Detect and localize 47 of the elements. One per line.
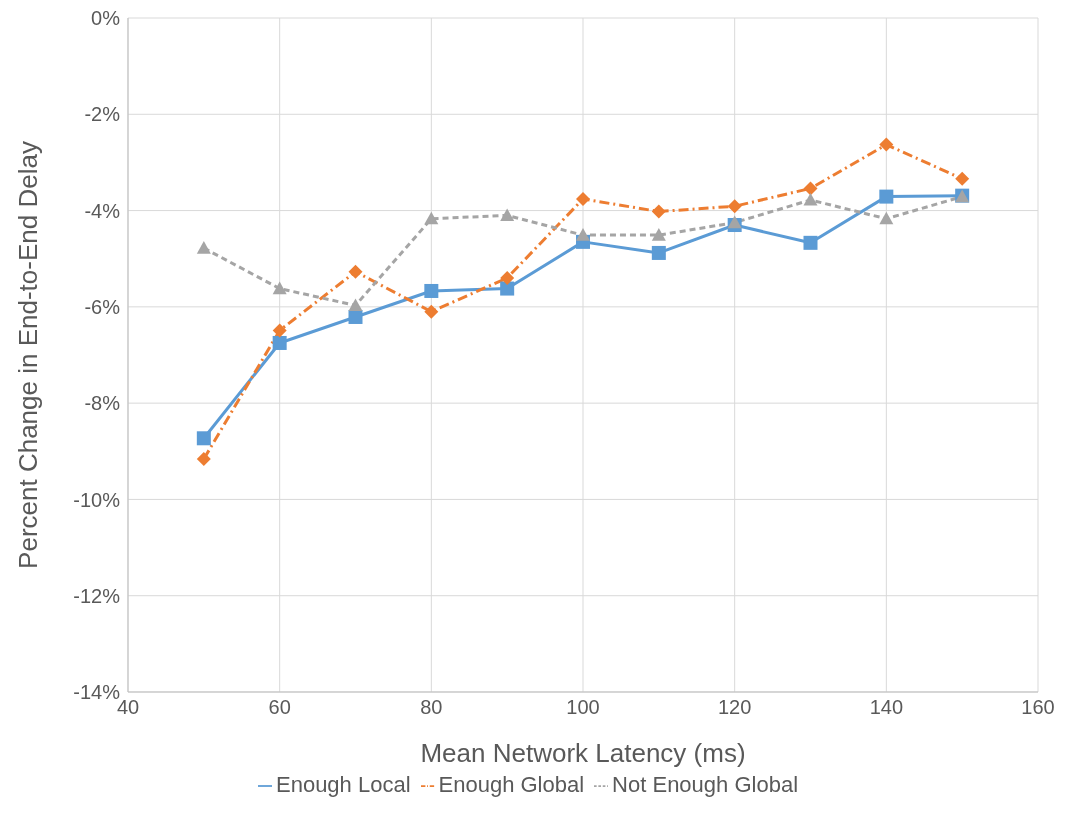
point [500, 281, 515, 296]
x-tick-label: 120 [717, 696, 752, 719]
point [196, 431, 211, 446]
point [651, 204, 666, 219]
y-tick-label: -2% [84, 103, 121, 126]
point [879, 137, 894, 152]
point [576, 192, 590, 207]
point [803, 181, 818, 196]
point [272, 335, 287, 350]
point [348, 264, 363, 279]
x-tick-label: 160 [1021, 696, 1055, 719]
y-tick-label: -14% [73, 681, 121, 704]
point [272, 281, 287, 295]
y-tick-label: 0% [91, 7, 121, 30]
y-tick-label: -10% [73, 488, 121, 511]
point [727, 199, 742, 214]
x-tick-label: 80 [420, 696, 443, 719]
y-tick-label: -6% [84, 295, 121, 318]
x-tick-label: 60 [268, 696, 291, 719]
point [500, 270, 515, 285]
legend-label: Not Enough Global [612, 772, 799, 797]
x-axis-title: Mean Network Latency (ms) [420, 738, 746, 768]
y-tick-label: -12% [73, 584, 121, 607]
point [803, 235, 818, 250]
legend-label: Enough Global [438, 772, 585, 797]
point [272, 323, 287, 338]
point [348, 298, 363, 312]
point [500, 208, 515, 221]
y-tick-label: -4% [84, 199, 121, 222]
x-tick-label: 140 [869, 696, 904, 719]
point [424, 211, 439, 225]
point [651, 245, 666, 260]
y-tick-label: -8% [84, 392, 121, 415]
point [424, 304, 439, 319]
point [196, 451, 211, 466]
point [879, 189, 894, 204]
point [348, 309, 363, 324]
point [803, 192, 818, 206]
y-axis-title: Percent Change in End-to-End Delay [13, 141, 44, 569]
point [955, 171, 970, 186]
point [576, 228, 590, 241]
point [196, 241, 211, 254]
x-tick-label: 100 [566, 696, 600, 719]
point [424, 283, 439, 298]
point [651, 228, 666, 241]
legend-label: Enough Local [275, 772, 411, 797]
point [879, 211, 894, 225]
